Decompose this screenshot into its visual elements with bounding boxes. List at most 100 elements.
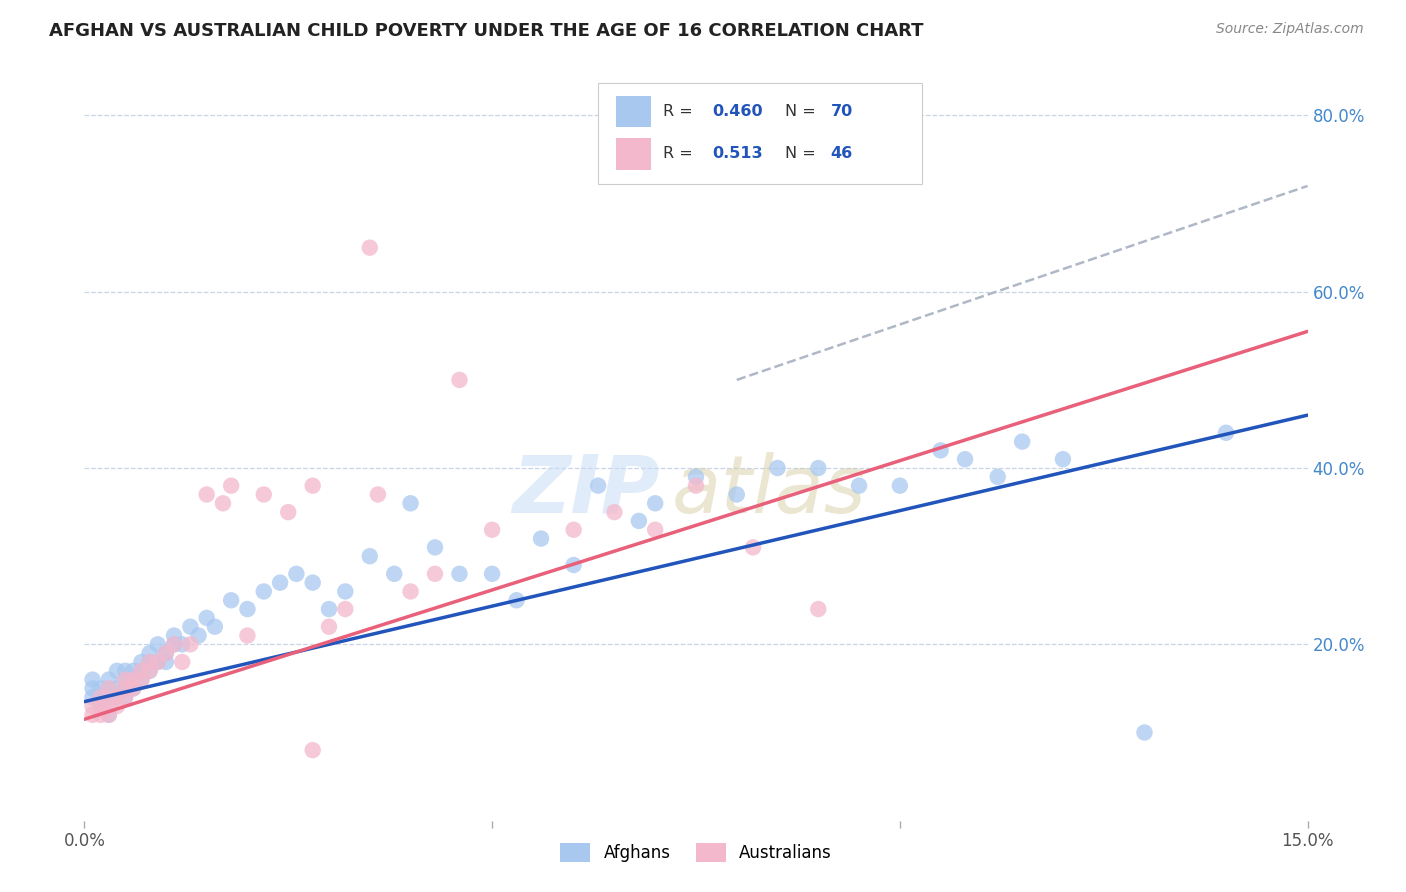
Point	[195, 487, 218, 501]
Point	[155, 646, 177, 660]
Point	[131, 673, 153, 687]
Point	[318, 620, 340, 634]
Text: atlas: atlas	[672, 452, 866, 530]
Point	[766, 461, 789, 475]
Point	[277, 505, 299, 519]
Point	[90, 690, 112, 705]
Point	[204, 620, 226, 634]
Point	[505, 593, 527, 607]
Point	[105, 690, 128, 705]
Point	[114, 681, 136, 696]
Point	[114, 673, 136, 687]
Point	[105, 681, 128, 696]
Point	[122, 673, 145, 687]
Point	[848, 478, 870, 492]
Point	[481, 523, 503, 537]
Legend: Afghans, Australians: Afghans, Australians	[554, 836, 838, 869]
Point	[301, 575, 323, 590]
Point	[114, 690, 136, 705]
Point	[301, 478, 323, 492]
Point	[359, 241, 381, 255]
Text: R =: R =	[664, 146, 703, 161]
Point	[122, 681, 145, 696]
Point	[97, 681, 120, 696]
Point	[318, 602, 340, 616]
Point	[114, 673, 136, 687]
Point	[449, 373, 471, 387]
Text: Source: ZipAtlas.com: Source: ZipAtlas.com	[1216, 22, 1364, 37]
Point	[1215, 425, 1237, 440]
Text: ZIP: ZIP	[512, 452, 659, 530]
Point	[269, 575, 291, 590]
Point	[146, 655, 169, 669]
Point	[399, 496, 422, 510]
Point	[97, 707, 120, 722]
Point	[114, 690, 136, 705]
Point	[627, 514, 650, 528]
Point	[335, 602, 357, 616]
Point	[114, 664, 136, 678]
Point	[105, 699, 128, 714]
Point	[423, 566, 446, 581]
Point	[530, 532, 553, 546]
Point	[97, 690, 120, 705]
Point	[122, 673, 145, 687]
Point	[155, 646, 177, 660]
Point	[82, 673, 104, 687]
Point	[90, 690, 112, 705]
Point	[90, 681, 112, 696]
Point	[179, 637, 201, 651]
Point	[105, 664, 128, 678]
Point	[97, 673, 120, 687]
Point	[97, 699, 120, 714]
Point	[382, 566, 405, 581]
Point	[146, 655, 169, 669]
Point	[163, 637, 186, 651]
Point	[131, 673, 153, 687]
Point	[929, 443, 952, 458]
Point	[82, 681, 104, 696]
Point	[122, 664, 145, 678]
Point	[236, 628, 259, 642]
Text: N =: N =	[786, 146, 821, 161]
Point	[131, 664, 153, 678]
Point	[90, 699, 112, 714]
Point	[82, 699, 104, 714]
Point	[449, 566, 471, 581]
Point	[219, 593, 242, 607]
Point	[131, 664, 153, 678]
Point	[163, 637, 186, 651]
Point	[131, 655, 153, 669]
Point	[367, 487, 389, 501]
Point	[172, 637, 194, 651]
Point	[138, 664, 160, 678]
Point	[179, 620, 201, 634]
Point	[122, 681, 145, 696]
Point	[423, 541, 446, 555]
Point	[187, 628, 209, 642]
Point	[285, 566, 308, 581]
Point	[685, 478, 707, 492]
Point	[138, 655, 160, 669]
Point	[603, 505, 626, 519]
Point	[987, 470, 1010, 484]
Point	[219, 478, 242, 492]
Point	[155, 655, 177, 669]
Point	[335, 584, 357, 599]
Point	[146, 637, 169, 651]
Point	[807, 461, 830, 475]
Text: 0.460: 0.460	[711, 104, 762, 120]
Point	[644, 496, 666, 510]
Point	[105, 690, 128, 705]
Point	[82, 707, 104, 722]
Text: R =: R =	[664, 104, 697, 120]
Point	[481, 566, 503, 581]
Point	[138, 655, 160, 669]
Text: N =: N =	[786, 104, 821, 120]
Point	[562, 523, 585, 537]
Point	[90, 707, 112, 722]
Text: AFGHAN VS AUSTRALIAN CHILD POVERTY UNDER THE AGE OF 16 CORRELATION CHART: AFGHAN VS AUSTRALIAN CHILD POVERTY UNDER…	[49, 22, 924, 40]
Text: 46: 46	[831, 146, 853, 161]
Point	[212, 496, 235, 510]
Point	[644, 523, 666, 537]
